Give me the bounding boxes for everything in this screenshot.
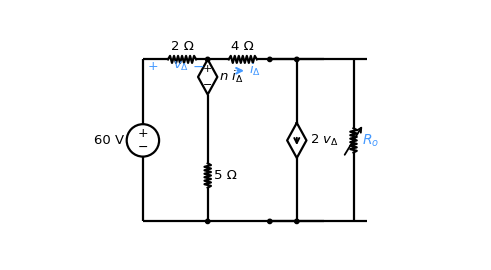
Circle shape (206, 57, 210, 62)
Circle shape (295, 219, 299, 224)
Text: $2\ v_\Delta$: $2\ v_\Delta$ (310, 133, 339, 148)
Text: $n\ i_\Delta$: $n\ i_\Delta$ (219, 69, 244, 85)
Text: $i_\Delta$: $i_\Delta$ (249, 62, 261, 78)
Circle shape (268, 219, 272, 224)
Text: 5 Ω: 5 Ω (215, 169, 237, 182)
Text: +: + (148, 60, 159, 73)
Text: −: − (203, 79, 213, 90)
Text: 2 Ω: 2 Ω (170, 40, 193, 53)
Text: +: + (203, 64, 213, 75)
Circle shape (268, 57, 272, 62)
Text: 4 Ω: 4 Ω (231, 40, 254, 53)
Text: 60 V: 60 V (94, 134, 124, 147)
Text: −: − (137, 141, 148, 154)
Text: $v_\Delta$: $v_\Delta$ (173, 60, 189, 73)
Text: −: − (193, 60, 204, 74)
Circle shape (295, 57, 299, 62)
Circle shape (206, 219, 210, 224)
Text: $R_o$: $R_o$ (362, 132, 379, 149)
Text: +: + (137, 127, 148, 140)
